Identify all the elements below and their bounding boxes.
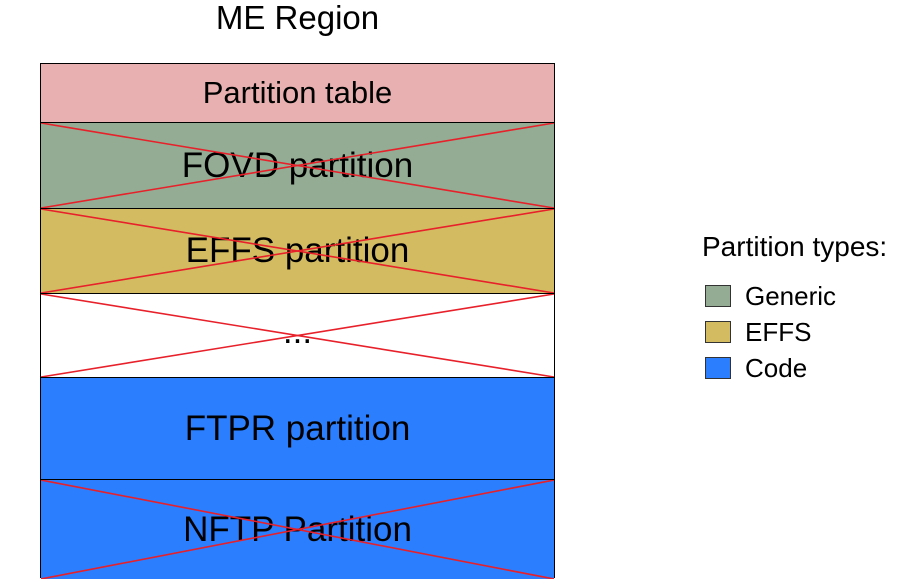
partition-ftpr-partition: FTPR partition (41, 377, 554, 479)
legend-label-generic: Generic (745, 281, 837, 311)
legend-label-effs: EFFS (745, 317, 812, 347)
partition-label: NFTP Partition (183, 509, 412, 549)
partition-effs-partition: EFFS partition (41, 208, 554, 293)
partition-ellipsis: ... (41, 293, 554, 377)
partition-nftp-partition: NFTP Partition (41, 479, 554, 579)
legend-swatch-generic (705, 285, 731, 307)
legend-label-code: Code (745, 353, 808, 383)
legend-item-generic: Generic (702, 278, 907, 314)
partition-label: EFFS partition (185, 231, 410, 270)
legend-title: Partition types: (702, 231, 888, 262)
legend: Partition types: Generic EFFS Code (702, 230, 907, 386)
legend-swatch-effs (705, 321, 731, 343)
partition-label: FTPR partition (184, 408, 411, 448)
partition-fovd-partition: FOVD partition (41, 122, 554, 208)
partition-label: ... (282, 311, 313, 351)
legend-item-code: Code (702, 350, 907, 386)
partition-label: FOVD partition (181, 145, 414, 185)
region-title: ME Region (215, 0, 380, 36)
partition-partition-table: Partition table (41, 64, 554, 122)
legend-swatch-code (705, 357, 731, 379)
partition-label: Partition table (202, 75, 393, 110)
me-region-box: Partition table FOVD partition EFFS partit… (40, 63, 555, 579)
legend-item-effs: EFFS (702, 314, 907, 350)
